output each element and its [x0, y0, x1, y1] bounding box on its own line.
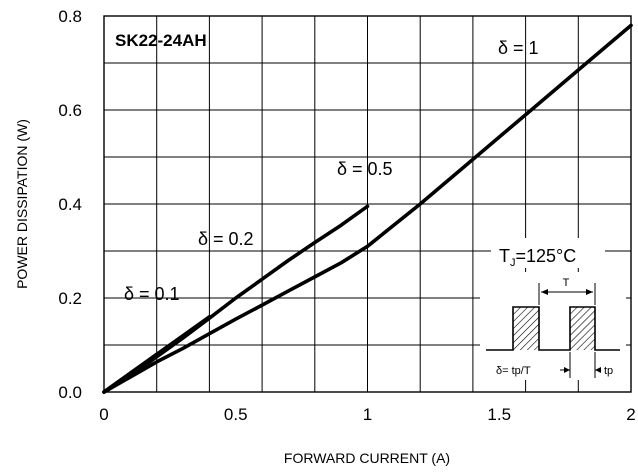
tp-label: tp [604, 365, 613, 377]
x-tick-label: 0 [99, 405, 108, 424]
y-tick-label: 0.6 [58, 101, 82, 120]
chart-title: SK22-24AH [115, 31, 207, 50]
y-tick-label: 0.2 [58, 289, 82, 308]
tj-subscript: J [510, 257, 516, 269]
series-lines [102, 23, 633, 394]
x-tick-label: 2 [626, 405, 635, 424]
duty-formula: δ= tp/T [496, 365, 531, 377]
y-tick-labels: 0.0 0.2 0.4 0.6 0.8 [58, 7, 82, 402]
series-line-0 [102, 23, 633, 394]
tj-label-bg [491, 238, 605, 268]
series-label-d02: δ = 0.2 [198, 229, 254, 249]
pulse-diagram: T δ= tp/T tp [480, 272, 626, 380]
pulse-1-hatch [513, 307, 539, 350]
x-tick-labels: 0 0.5 1 1.5 2 [99, 405, 635, 424]
x-tick-label: 1.5 [487, 405, 511, 424]
tp-arrowhead-left [564, 367, 570, 373]
y-tick-label: 0.4 [58, 195, 82, 214]
tp-arrowhead-right [595, 367, 601, 373]
x-tick-label: 0.5 [224, 405, 248, 424]
pulse-diagram-bg [480, 272, 626, 380]
x-axis-label: FORWARD CURRENT (A) [284, 450, 450, 466]
pulse-2-hatch [570, 307, 595, 350]
y-tick-label: 0.8 [58, 7, 82, 26]
series-label-d01: δ = 0.1 [124, 284, 180, 304]
series-label-d1: δ = 1 [498, 38, 539, 58]
tj-symbol: T [499, 246, 510, 266]
period-label: T [563, 277, 570, 289]
tj-value: =125°C [516, 246, 577, 266]
y-axis-label: POWER DISSIPATION (W) [14, 119, 30, 289]
series-line-1 [102, 204, 370, 394]
y-tick-label: 0.0 [58, 383, 82, 402]
series-label-d05: δ = 0.5 [337, 159, 393, 179]
period-arrowhead-right [586, 289, 593, 295]
period-arrowhead-left [541, 289, 548, 295]
series-line-3 [102, 352, 159, 394]
x-tick-label: 1 [363, 405, 372, 424]
tj-label: TJ=125°C [499, 246, 576, 269]
tj-annotation: TJ=125°C [491, 238, 605, 269]
plot-area [103, 15, 632, 393]
